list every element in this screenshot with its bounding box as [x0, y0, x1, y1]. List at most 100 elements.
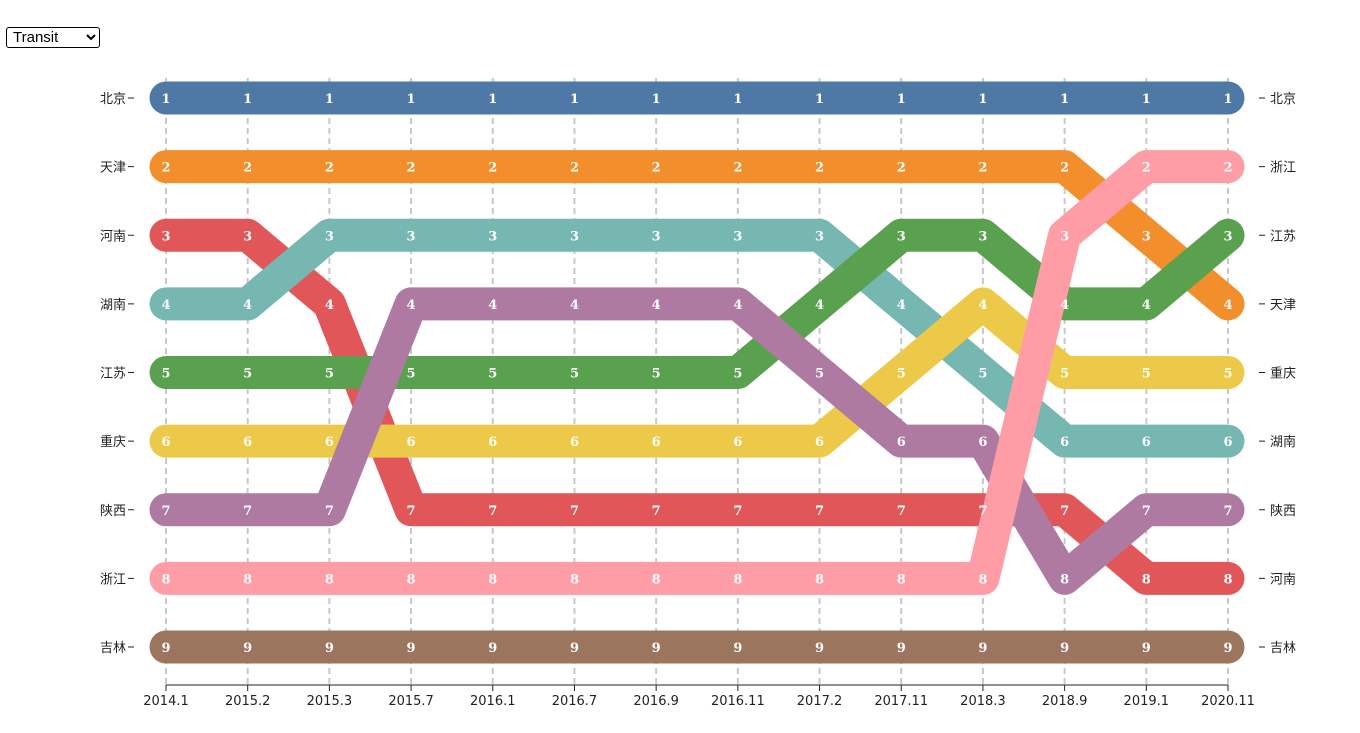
rank-label: 2 [652, 161, 661, 176]
left-series-label: 天津 [100, 161, 126, 176]
x-axis: 2014.1 2015.2 2015.3 2015.7 2016.1 2016.7 2016… [143, 684, 1255, 709]
rank-label: 1 [161, 92, 170, 107]
rank-label: 6 [1060, 435, 1069, 450]
rank-label: 9 [325, 641, 334, 656]
rank-label: 2 [488, 161, 497, 176]
rank-label: 7 [570, 504, 579, 519]
x-tick-label: 2019.1 [1124, 694, 1170, 709]
rank-label: 8 [1142, 572, 1151, 587]
series-line [149, 150, 1245, 595]
rank-label: 9 [652, 641, 661, 656]
right-series-label: 河南 [1270, 571, 1296, 587]
rank-label: 3 [325, 229, 334, 244]
rank-label: 2 [570, 161, 579, 176]
x-tick-label: 2017.11 [874, 694, 928, 709]
left-series-label: 陕西 [100, 504, 126, 519]
rank-label: 4 [1142, 298, 1151, 313]
rank-label: 6 [1223, 435, 1232, 450]
rank-label: 6 [325, 435, 334, 450]
rank-label: 7 [1223, 504, 1232, 519]
rank-label: 8 [815, 572, 824, 587]
rank-label: 7 [407, 504, 416, 519]
rank-label: 4 [325, 298, 334, 313]
rank-label: 1 [733, 92, 742, 107]
rank-label: 2 [1223, 161, 1232, 176]
rank-label: 6 [161, 435, 170, 450]
rank-label: 1 [570, 92, 579, 107]
series-line [149, 218, 1245, 595]
right-series-label: 重庆 [1270, 366, 1296, 382]
rank-label: 6 [570, 435, 579, 450]
right-series-label: 北京 [1270, 92, 1296, 107]
rank-label: 9 [407, 641, 416, 656]
x-tick-label: 2016.11 [711, 694, 765, 709]
rank-label: 8 [488, 572, 497, 587]
rank-label: 5 [325, 367, 334, 382]
rank-label: 7 [325, 504, 334, 519]
x-tick-label: 2016.7 [552, 694, 598, 709]
rank-label: 1 [897, 92, 906, 107]
rank-labels: 1 1 1 1 1 1 1 1 1 1 1 1 1 1 2 2 2 2 2 2 2 2 2 2 2 2 3 4 3 3 4 7 7 7 7 7 7 7 7 7… [161, 92, 1232, 656]
x-tick-label: 2016.9 [633, 694, 679, 709]
rank-label: 8 [161, 572, 170, 587]
rank-label: 2 [325, 161, 334, 176]
rank-label: 8 [570, 572, 579, 587]
rank-label: 9 [815, 641, 824, 656]
rank-label: 8 [325, 572, 334, 587]
rank-label: 4 [243, 298, 252, 313]
rank-label: 2 [897, 161, 906, 176]
rank-label: 4 [488, 298, 497, 313]
rank-label: 2 [243, 161, 252, 176]
rank-label: 6 [407, 435, 416, 450]
rank-label: 4 [733, 298, 742, 313]
rank-label: 7 [161, 504, 170, 519]
series-line [149, 218, 1245, 458]
rank-label: 4 [815, 298, 824, 313]
rank-label: 3 [1223, 229, 1232, 244]
rank-label: 4 [161, 298, 170, 313]
rank-label: 9 [978, 641, 987, 656]
rank-label: 9 [897, 641, 906, 656]
rank-label: 5 [1223, 367, 1232, 382]
mode-select[interactable]: Transit [6, 27, 100, 48]
rank-label: 7 [243, 504, 252, 519]
rank-label: 9 [1060, 641, 1069, 656]
rank-label: 4 [1060, 298, 1069, 313]
rank-label: 8 [652, 572, 661, 587]
rank-label: 2 [1060, 161, 1069, 176]
rank-label: 4 [570, 298, 579, 313]
rank-label: 3 [488, 229, 497, 244]
rank-label: 1 [978, 92, 987, 107]
rank-label: 3 [407, 229, 416, 244]
left-series-label: 吉林 [100, 641, 126, 656]
rank-label: 9 [733, 641, 742, 656]
rank-label: 5 [897, 367, 906, 382]
right-series-label: 湖南 [1270, 434, 1296, 450]
rank-label: 5 [570, 367, 579, 382]
right-series-label: 浙江 [1270, 161, 1296, 176]
rank-label: 5 [1060, 367, 1069, 382]
left-series-label: 湖南 [100, 297, 126, 313]
rank-label: 9 [243, 641, 252, 656]
rank-label: 6 [978, 435, 987, 450]
rank-label: 1 [652, 92, 661, 107]
rank-label: 4 [897, 298, 906, 313]
rank-label: 8 [978, 572, 987, 587]
x-tick-label: 2015.2 [225, 694, 271, 709]
rank-label: 5 [652, 367, 661, 382]
rank-label: 1 [488, 92, 497, 107]
x-tick-label: 2016.1 [470, 694, 516, 709]
rank-label: 3 [897, 229, 906, 244]
rank-label: 8 [243, 572, 252, 587]
rank-label: 5 [161, 367, 170, 382]
left-series-label: 河南 [100, 228, 126, 244]
rank-label: 2 [1142, 161, 1151, 176]
rank-label: 8 [897, 572, 906, 587]
rank-label: 7 [652, 504, 661, 519]
rank-label: 9 [570, 641, 579, 656]
rank-label: 4 [652, 298, 661, 313]
rank-label: 1 [1223, 92, 1232, 107]
left-series-label: 浙江 [100, 572, 126, 587]
